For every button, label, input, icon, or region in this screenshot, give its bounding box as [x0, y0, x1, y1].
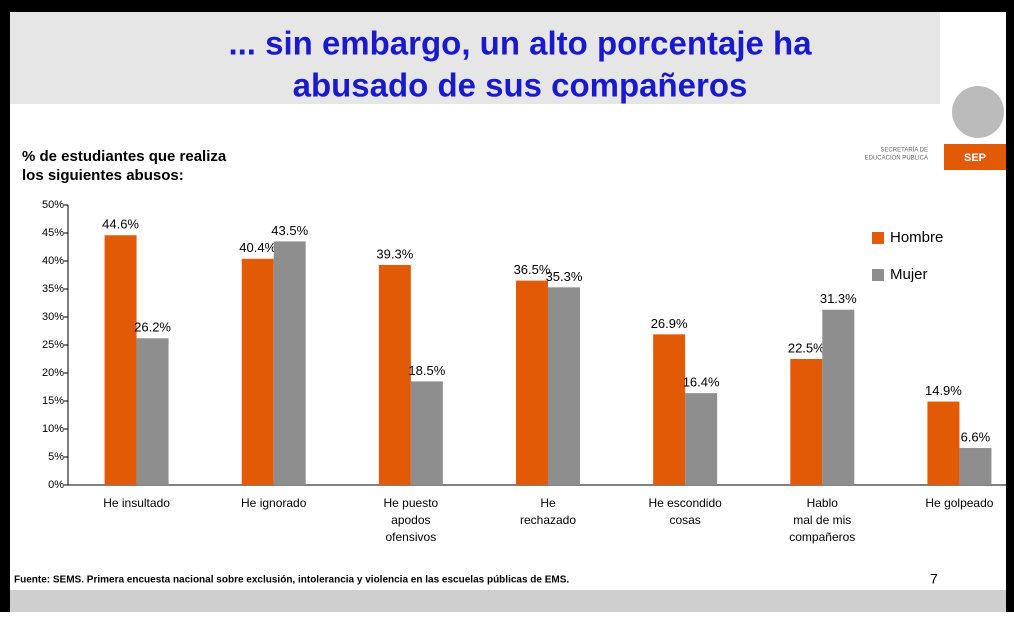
value-label: 22.5%: [788, 340, 825, 355]
value-label: 14.9%: [925, 383, 962, 398]
x-tick-label: ofensivos: [386, 530, 437, 544]
bar: [273, 241, 306, 485]
value-label: 18.5%: [408, 363, 445, 378]
x-tick-label: mal de mis: [793, 513, 851, 527]
legend-label: Hombre: [890, 229, 943, 246]
y-tick-label: 15%: [42, 395, 64, 407]
value-label: 40.4%: [239, 240, 276, 255]
bar: [653, 334, 686, 485]
x-tick-label: He golpeado: [925, 496, 993, 510]
x-tick-label: apodos: [391, 513, 430, 527]
logo-emblem: [952, 86, 1004, 138]
x-tick-label: compañeros: [789, 530, 855, 544]
y-tick-label: 45%: [42, 227, 64, 239]
bar: [241, 258, 274, 485]
value-label: 44.6%: [102, 217, 139, 232]
value-label: 35.3%: [546, 269, 583, 284]
value-label: 43.5%: [271, 223, 308, 238]
y-tick-label: 30%: [42, 311, 64, 323]
bar: [548, 287, 580, 485]
logo-acronym: SEP: [964, 152, 986, 164]
footer-band: [10, 590, 1006, 612]
legend-swatch: [872, 269, 884, 281]
value-label: 26.9%: [651, 316, 688, 331]
bar: [104, 235, 137, 485]
x-tick-label: rechazado: [520, 513, 576, 527]
title-line: ... sin embargo, un alto porcentaje ha: [228, 25, 812, 62]
bar: [410, 381, 443, 485]
value-label: 6.6%: [961, 429, 991, 444]
y-tick-label: 35%: [42, 283, 64, 295]
y-tick-label: 40%: [42, 255, 64, 267]
bar: [822, 309, 855, 485]
y-tick-label: 10%: [42, 423, 64, 435]
legend-label: Mujer: [890, 266, 928, 283]
value-label: 26.2%: [134, 320, 171, 335]
bar: [136, 338, 169, 485]
logo-org: SECRETARÍA DE: [880, 147, 928, 154]
logo-org: EDUCACIÓN PÚBLICA: [865, 155, 928, 162]
y-tick-label: 20%: [42, 367, 64, 379]
logo-badge: [944, 144, 1006, 170]
x-tick-label: He insultado: [103, 496, 170, 510]
bar: [959, 448, 992, 485]
legend-swatch: [872, 232, 884, 244]
y-tick-label: 0%: [48, 479, 64, 491]
bar: [790, 359, 823, 485]
x-tick-label: He: [540, 496, 556, 510]
source: Fuente: SEMS. Primera encuesta nacional …: [14, 575, 569, 586]
x-tick-label: He escondido: [648, 496, 722, 510]
value-label: 36.5%: [514, 262, 551, 277]
value-label: 31.3%: [820, 291, 857, 306]
bar: [685, 393, 718, 485]
bar: [927, 401, 960, 485]
x-tick-label: He puesto: [384, 496, 439, 510]
bar: [516, 280, 548, 485]
x-tick-label: He ignorado: [241, 496, 307, 510]
x-tick-label: cosas: [669, 513, 700, 527]
title-line: abusado de sus compañeros: [293, 67, 748, 104]
value-label: 39.3%: [376, 246, 413, 261]
subtitle-line: % de estudiantes que realiza: [22, 148, 227, 165]
y-tick-label: 5%: [48, 451, 64, 463]
y-tick-label: 50%: [42, 199, 64, 211]
value-label: 16.4%: [683, 375, 720, 390]
bar: [378, 264, 411, 485]
subtitle-line: los siguientes abusos:: [22, 167, 184, 184]
y-tick-label: 25%: [42, 339, 64, 351]
x-tick-label: Hablo: [807, 496, 839, 510]
title-band: [10, 12, 940, 104]
page-number: 7: [930, 571, 938, 587]
